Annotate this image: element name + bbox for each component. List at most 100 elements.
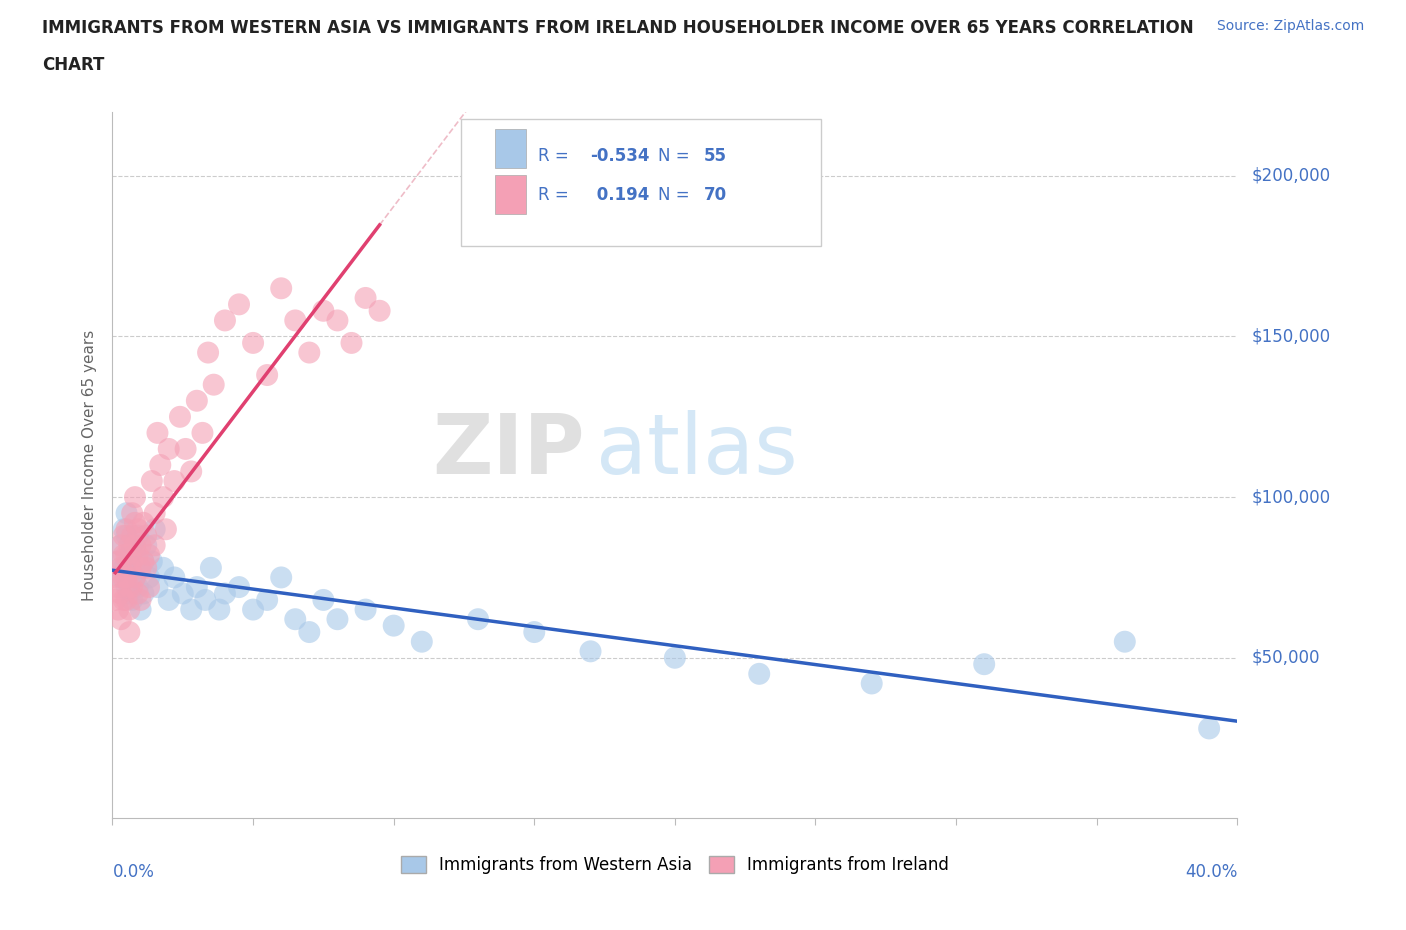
Point — [312, 303, 335, 318]
Point — [242, 602, 264, 617]
Point — [104, 592, 127, 607]
Text: $50,000: $50,000 — [1251, 649, 1320, 667]
Point — [202, 378, 225, 392]
Point — [163, 570, 186, 585]
Point — [112, 561, 135, 576]
Point — [197, 345, 219, 360]
Point — [228, 297, 250, 312]
Point — [228, 579, 250, 594]
Point — [118, 561, 141, 576]
Point — [200, 561, 222, 576]
Point — [194, 592, 217, 607]
FancyBboxPatch shape — [495, 175, 526, 214]
Point — [152, 490, 174, 505]
Point — [115, 506, 138, 521]
Point — [124, 490, 146, 505]
Point — [124, 538, 146, 552]
Point — [382, 618, 405, 633]
FancyBboxPatch shape — [495, 129, 526, 168]
Point — [1198, 721, 1220, 736]
Point — [411, 634, 433, 649]
Point — [138, 579, 160, 594]
Point — [860, 676, 883, 691]
Point — [208, 602, 231, 617]
Text: 0.0%: 0.0% — [112, 863, 155, 882]
Point — [115, 522, 138, 537]
Point — [169, 409, 191, 424]
Point — [118, 548, 141, 563]
Point — [127, 528, 149, 543]
Point — [121, 554, 143, 569]
Point — [127, 522, 149, 537]
Text: ZIP: ZIP — [433, 410, 585, 491]
Point — [112, 528, 135, 543]
Legend: Immigrants from Western Asia, Immigrants from Ireland: Immigrants from Western Asia, Immigrants… — [394, 849, 956, 881]
Point — [523, 625, 546, 640]
Point — [298, 345, 321, 360]
Text: IMMIGRANTS FROM WESTERN ASIA VS IMMIGRANTS FROM IRELAND HOUSEHOLDER INCOME OVER : IMMIGRANTS FROM WESTERN ASIA VS IMMIGRAN… — [42, 19, 1194, 36]
Point — [115, 570, 138, 585]
Text: atlas: atlas — [596, 410, 797, 491]
Text: 0.194: 0.194 — [591, 186, 650, 204]
Point — [143, 506, 166, 521]
Point — [110, 570, 132, 585]
Point — [132, 554, 155, 569]
Point — [118, 602, 141, 617]
Point — [1114, 634, 1136, 649]
Point — [270, 570, 292, 585]
Point — [129, 561, 152, 576]
Point — [118, 625, 141, 640]
Point — [172, 586, 194, 601]
Point — [143, 538, 166, 552]
Point — [112, 548, 135, 563]
Point — [748, 667, 770, 682]
Point — [124, 554, 146, 569]
Point — [298, 625, 321, 640]
Point — [104, 570, 127, 585]
Point — [132, 515, 155, 530]
Point — [124, 570, 146, 585]
Text: 55: 55 — [704, 147, 727, 165]
Point — [110, 538, 132, 552]
Point — [354, 290, 377, 305]
Point — [127, 579, 149, 594]
Text: $150,000: $150,000 — [1251, 327, 1330, 345]
Point — [141, 554, 163, 569]
Point — [138, 548, 160, 563]
Point — [146, 425, 169, 440]
Point — [132, 586, 155, 601]
Text: R =: R = — [537, 186, 574, 204]
Point — [107, 602, 129, 617]
Point — [107, 579, 129, 594]
Point — [354, 602, 377, 617]
Point — [124, 515, 146, 530]
Text: 40.0%: 40.0% — [1185, 863, 1237, 882]
Point — [149, 458, 172, 472]
Point — [135, 561, 157, 576]
Point — [152, 561, 174, 576]
Text: N =: N = — [658, 147, 695, 165]
Point — [115, 592, 138, 607]
Point — [214, 313, 236, 328]
Point — [326, 313, 349, 328]
Text: 70: 70 — [704, 186, 727, 204]
Text: $100,000: $100,000 — [1251, 488, 1330, 506]
Point — [107, 554, 129, 569]
Point — [107, 554, 129, 569]
Point — [118, 586, 141, 601]
Point — [110, 538, 132, 552]
Point — [118, 538, 141, 552]
Point — [112, 522, 135, 537]
Point — [135, 528, 157, 543]
Point — [973, 657, 995, 671]
Point — [129, 561, 152, 576]
Point — [326, 612, 349, 627]
Point — [115, 579, 138, 594]
Text: $200,000: $200,000 — [1251, 166, 1330, 185]
Point — [121, 538, 143, 552]
Point — [256, 592, 278, 607]
Point — [110, 612, 132, 627]
Point — [129, 592, 152, 607]
Point — [110, 586, 132, 601]
Point — [112, 592, 135, 607]
